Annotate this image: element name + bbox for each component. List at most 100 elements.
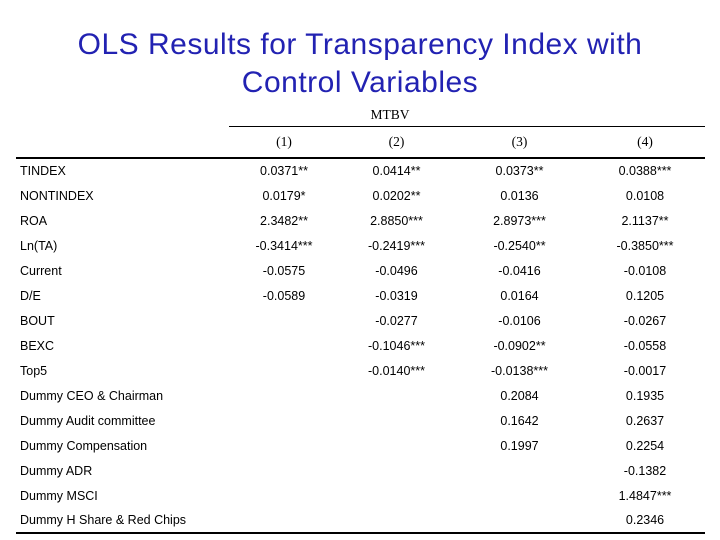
table-row: Dummy ADR -0.1382 — [16, 458, 705, 483]
cell-value — [339, 408, 454, 433]
cell-value: 0.0164 — [500, 288, 539, 303]
cell-value — [229, 508, 339, 534]
table-row: Dummy H Share & Red Chips 0.2346 — [16, 508, 706, 534]
cell-value: 0.0388*** — [618, 164, 672, 178]
cell-value: 0.1935 — [625, 388, 665, 403]
cell-value — [229, 483, 339, 508]
cell-value: -0.0575 — [262, 263, 306, 278]
cell-value: 0.2637 — [625, 413, 665, 428]
cell-value: 0.0202** — [372, 188, 421, 203]
cell-value — [229, 433, 339, 458]
table-row: Dummy Audit committee 0.1642 0.2637 — [16, 408, 705, 433]
cell-value — [454, 483, 585, 508]
row-label: Top5 — [20, 363, 48, 378]
group-header-spacer — [16, 100, 229, 126]
cell-value — [229, 358, 339, 383]
cell-value — [229, 458, 339, 483]
row-label: ROA — [20, 213, 48, 228]
cell-value: 0.2084 — [500, 388, 539, 403]
cell-value: 2.8850*** — [370, 213, 423, 228]
cell-value: -0.1046*** — [368, 338, 425, 353]
cell-value: -0.1382 — [623, 463, 667, 478]
cell-value: 0.2254 — [625, 438, 665, 453]
cell-value: -0.3414*** — [255, 238, 313, 253]
cell-value: 1.4847*** — [618, 488, 672, 503]
table-row: BOUT -0.0277 -0.0106 -0.0267 — [16, 308, 705, 333]
cell-value: -0.0496 — [375, 263, 418, 278]
row-label: NONTINDEX — [20, 188, 94, 203]
table-row: D/E -0.0589 -0.0319 0.0164 0.1205 — [16, 283, 705, 308]
slide-title: OLS Results for Transparency Index with … — [0, 26, 720, 102]
column-header-4: (4) — [585, 126, 706, 159]
cell-value — [229, 308, 339, 333]
cell-value: 0.1205 — [625, 288, 665, 303]
cell-value: -0.0140*** — [368, 363, 425, 378]
cell-value: -0.0416 — [498, 263, 541, 278]
cell-value — [229, 383, 339, 408]
table-row: Dummy MSCI 1.4847*** — [16, 483, 705, 508]
group-header-label: MTBV — [229, 100, 706, 127]
cell-value: -0.0267 — [623, 313, 667, 328]
table-row: Top5 -0.0140*** -0.0138*** -0.0017 — [16, 358, 705, 383]
table-row: Ln(TA) -0.3414*** -0.2419*** -0.2540** -0.38… — [16, 233, 705, 258]
slide-title-line2: Control Variables — [241, 66, 479, 99]
cell-value — [229, 333, 339, 358]
cell-value — [454, 458, 585, 483]
column-header-spacer — [16, 126, 229, 159]
cell-value: 2.8973*** — [493, 213, 546, 228]
slide-title-line1: OLS Results for Transparency Index with — [77, 28, 643, 61]
row-label: Current — [20, 263, 62, 278]
table-row: Current -0.0575 -0.0496 -0.0416 -0.0108 — [16, 258, 705, 283]
cell-value — [339, 483, 454, 508]
cell-value: 0.0414** — [372, 164, 421, 178]
cell-value: 0.0371** — [260, 164, 308, 178]
cell-value: -0.0589 — [262, 288, 306, 303]
column-header-2: (2) — [339, 126, 454, 159]
cell-value: 2.3482** — [260, 213, 308, 228]
row-label: Ln(TA) — [20, 238, 58, 253]
table-row: TINDEX 0.0371** 0.0414** 0.0373** 0.0388*** — [16, 158, 705, 183]
cell-value: 0.1997 — [500, 438, 539, 453]
row-label: Dummy Audit committee — [20, 413, 156, 428]
table-row: ROA 2.3482** 2.8850*** 2.8973*** 2.1137** — [16, 208, 705, 233]
table-header: MTBV (1) (2) (3) (4) — [16, 100, 706, 159]
cell-value — [339, 508, 454, 534]
cell-value: -0.0319 — [375, 288, 418, 303]
cell-value: -0.0138*** — [491, 363, 548, 378]
row-label: Dummy CEO & Chairman — [20, 388, 164, 403]
cell-value: 0.0108 — [625, 188, 665, 203]
cell-value: -0.0558 — [623, 338, 667, 353]
cell-value: 0.1642 — [500, 413, 539, 428]
cell-value: 0.0179* — [262, 188, 306, 203]
column-header-1: (1) — [229, 126, 339, 159]
row-label: Dummy H Share & Red Chips — [16, 508, 229, 534]
cell-value — [454, 508, 585, 534]
cell-value: 0.0136 — [500, 188, 539, 203]
cell-value: 0.2346 — [585, 508, 706, 534]
cell-value: -0.0017 — [623, 363, 667, 378]
row-label: Dummy ADR — [20, 463, 93, 478]
cell-value: -0.0106 — [498, 313, 541, 328]
cell-value: 0.0373** — [495, 164, 544, 178]
row-label: Dummy MSCI — [20, 488, 98, 503]
cell-value — [229, 408, 339, 433]
row-label: BEXC — [20, 338, 55, 353]
table-row: Dummy Compensation 0.1997 0.2254 — [16, 433, 705, 458]
cell-value: -0.2419*** — [368, 238, 425, 253]
cell-value — [339, 383, 454, 408]
cell-value: 2.1137** — [621, 213, 669, 228]
cell-value: -0.0108 — [623, 263, 667, 278]
results-table: MTBV (1) (2) (3) (4) TINDEX 0.0371** 0.041… — [16, 100, 706, 534]
cell-value: -0.0902** — [493, 338, 546, 353]
table-body: TINDEX 0.0371** 0.0414** 0.0373** 0.0388*** N… — [16, 158, 706, 534]
column-header-3: (3) — [454, 126, 585, 159]
table-row: Dummy CEO & Chairman 0.2084 0.1935 — [16, 383, 705, 408]
column-header-row: (1) (2) (3) (4) — [16, 126, 706, 159]
row-label: TINDEX — [20, 164, 66, 178]
row-label: Dummy Compensation — [20, 438, 148, 453]
cell-value — [339, 458, 454, 483]
cell-value — [339, 433, 454, 458]
row-label: BOUT — [20, 313, 55, 328]
table-row: NONTINDEX 0.0179* 0.0202** 0.0136 0.0108 — [16, 183, 705, 208]
